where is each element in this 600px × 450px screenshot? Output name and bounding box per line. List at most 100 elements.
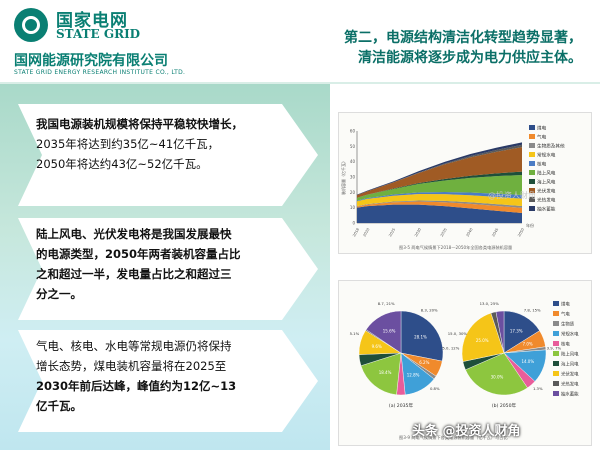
y-tick-label: 50 xyxy=(350,144,356,149)
chevron-shape xyxy=(18,218,318,320)
legend-label: 光伏发电 xyxy=(537,188,556,195)
x-tick-label: 2045 xyxy=(491,228,499,238)
pie-outer-label: 5.1% xyxy=(350,331,360,336)
point-1: 我国电源装机规模将保持平稳较快增长， 2035年将达到约35亿~41亿千瓦， 2… xyxy=(0,104,330,206)
x-tick-label: 2030 xyxy=(414,227,422,238)
header-divider xyxy=(0,82,600,84)
point-3: 气电、核电、水电等常规电源仍将保持 增长态势，煤电装机容量将在2025至 203… xyxy=(0,330,330,432)
legend-label: 抽水蓄能 xyxy=(537,206,556,213)
pie-slice-label: 28.1% xyxy=(414,334,427,339)
pie-outer-label: 3.9, 7% xyxy=(547,345,562,350)
legend-swatch xyxy=(529,179,535,184)
y-tick-label: 40 xyxy=(350,159,356,164)
legend-label: 气电 xyxy=(537,134,547,141)
pie-slice-label: 7.0% xyxy=(523,342,533,347)
pie-outer-label: 13.0, 25% xyxy=(480,301,500,306)
pie-slice xyxy=(495,310,505,354)
area-series-0 xyxy=(357,204,522,223)
y-tick-label: 60 xyxy=(350,129,356,134)
legend-label: 气电 xyxy=(561,311,570,318)
legend-label: 光热发电 xyxy=(561,381,579,388)
legend-label: 生物质 xyxy=(561,321,575,328)
pie-slice xyxy=(400,310,444,362)
legend-swatch xyxy=(529,197,535,202)
legend-label: 生物质及其他 xyxy=(537,143,565,150)
x-tick-label: 2050 xyxy=(517,227,525,238)
pie-outer-label: 8.3, 20% xyxy=(421,308,438,313)
legend-label: 海上风电 xyxy=(537,179,556,186)
legend-label: 抽水蓄能 xyxy=(561,391,579,398)
x-axis-label: 年份 xyxy=(526,222,534,228)
y-tick-label: 0 xyxy=(352,221,355,226)
point-1-line1: 我国电源装机规模将保持平稳较快增长， xyxy=(36,117,243,131)
x-tick-label: 2035 xyxy=(440,228,448,238)
area-series-8 xyxy=(357,144,522,196)
legend-swatch xyxy=(529,161,535,166)
legend-swatch xyxy=(553,311,559,316)
area-series-7 xyxy=(357,147,522,198)
legend-label: 煤电 xyxy=(561,301,570,308)
legend-swatch xyxy=(529,170,535,175)
pie-title: (b) 2050年 xyxy=(492,402,517,409)
point-2-line4: 分之一。 xyxy=(36,287,82,301)
slide-title: 第二，电源结构清洁化转型趋势显著， 清洁能源将逐步成为电力供应主体。 xyxy=(344,28,582,68)
header: 国家电网 STATE GRID 国网能源研究院有限公司 STATE GRID E… xyxy=(0,0,600,82)
point-2: 陆上风电、光伏发电将是我国发展最快 的电源类型，2050年两者装机容量占比 之和… xyxy=(0,218,330,320)
pie-slice-label: 14.0% xyxy=(521,359,534,364)
figure-caption: 图3-5 两电气候情景下2018—2050年全国各类电源装机容量 xyxy=(399,244,512,251)
point-3-line1: 气电、核电、水电等常规电源仍将保持 xyxy=(36,339,232,353)
legend-label: 光热发电 xyxy=(537,197,556,204)
pie-outer-label: 5.0, 12% xyxy=(442,345,459,350)
legend-swatch xyxy=(553,341,559,346)
legend-swatch xyxy=(529,206,535,211)
watermark: 头条 @投资人财角 xyxy=(412,424,521,439)
pie-slice-label: 30.0% xyxy=(491,375,504,380)
point-3-line3: 2030年前后达峰，峰值约为12亿~13 xyxy=(36,379,237,393)
pie-slice xyxy=(365,310,402,354)
legend-swatch xyxy=(553,361,559,366)
legend-swatch xyxy=(529,143,535,148)
legend-swatch xyxy=(529,134,535,139)
legend-swatch xyxy=(529,152,535,157)
pie-outer-label: 8.7, 21% xyxy=(378,301,395,306)
chevron-shape xyxy=(18,104,318,206)
state-grid-logo xyxy=(14,8,48,42)
pie-slice xyxy=(465,352,528,396)
org-name-en: STATE GRID ENERGY RESEARCH INSTITUTE CO.… xyxy=(14,69,186,76)
x-tick-label: 2025 xyxy=(388,228,396,238)
legend-swatch xyxy=(529,125,535,130)
point-1-line2: 2035年将达到约35亿~41亿千瓦， xyxy=(36,137,220,151)
pie-outer-label: 15.0, 30% xyxy=(448,331,468,336)
legend-swatch xyxy=(553,391,559,396)
legend-swatch xyxy=(553,321,559,326)
legend-label: 常规水电 xyxy=(561,331,579,338)
y-tick-label: 30 xyxy=(350,175,356,180)
y-tick-label: 10 xyxy=(350,205,356,210)
pie-slice xyxy=(461,312,505,362)
area-series-6 xyxy=(357,171,522,198)
point-1-line3: 2050年将达约43亿~52亿千瓦。 xyxy=(36,157,208,171)
legend-label: 核电 xyxy=(561,341,570,348)
pie-slice-label: 9.6% xyxy=(372,344,382,349)
x-tick-label: 2020 xyxy=(362,227,370,238)
slide-title-line2: 清洁能源将逐步成为电力供应主体。 xyxy=(358,50,582,66)
legend-swatch xyxy=(553,331,559,336)
x-tick-label: 2018 xyxy=(352,227,360,238)
pie-title: (a) 2035年 xyxy=(389,402,414,409)
slide-title-line1: 第二，电源结构清洁化转型趋势显著， xyxy=(344,30,582,46)
legend-swatch xyxy=(529,188,535,193)
area-series-3 xyxy=(357,194,522,207)
pie-chart-panel: 28.1% 6.2% 12.8% 18.4% 9.6% 15.6% 5.1% 8.7, 21%… xyxy=(338,280,592,446)
pie-charts: 28.1% 6.2% 12.8% 18.4% 9.6% 15.6% 5.1% 8.7, 21%… xyxy=(350,301,580,442)
y-axis-label: 装机容量（亿千瓦） xyxy=(340,159,346,195)
point-2-line1: 陆上风电、光伏发电将是我国发展最快 xyxy=(36,227,232,241)
point-3-line4: 亿千瓦。 xyxy=(36,399,82,413)
brand-en: STATE GRID xyxy=(56,27,141,41)
figures-area: 0 10 20 30 40 50 60 装机容量（亿千瓦） 2018 2020 2025 2030 20… xyxy=(338,112,592,446)
legend-label: 煤电 xyxy=(537,125,547,132)
area-series-9 xyxy=(357,142,522,196)
x-tick-label: 2040 xyxy=(466,227,474,238)
pie-outer-label: 0.8% xyxy=(430,386,440,391)
legend-label: 陆上风电 xyxy=(561,351,579,358)
